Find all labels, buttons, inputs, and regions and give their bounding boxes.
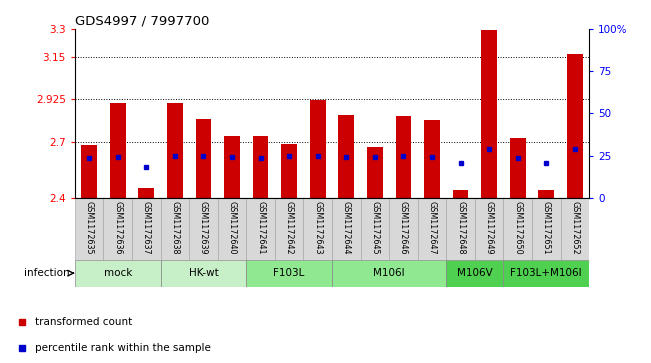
Bar (189, 198, 217, 260)
Text: GSM1172636: GSM1172636 (113, 201, 122, 254)
Text: GSM1172640: GSM1172640 (227, 201, 236, 254)
Bar (104, 198, 132, 260)
Text: mock: mock (104, 268, 132, 278)
Bar (339, 115, 354, 198)
Text: GSM1172651: GSM1172651 (542, 201, 551, 254)
Text: GSM1172645: GSM1172645 (370, 201, 380, 254)
Bar (503, 198, 532, 260)
Bar (275, 198, 303, 260)
Bar (367, 147, 383, 198)
Bar (161, 198, 189, 260)
Bar (253, 136, 268, 198)
Bar (452, 190, 469, 198)
Bar (224, 136, 240, 198)
Text: GSM1172644: GSM1172644 (342, 201, 351, 254)
Text: GSM1172643: GSM1172643 (313, 201, 322, 254)
Bar (195, 119, 212, 198)
Text: transformed count: transformed count (35, 317, 132, 327)
Bar (567, 54, 583, 198)
Bar (503, 260, 589, 287)
Text: GSM1172647: GSM1172647 (428, 201, 437, 254)
Bar (246, 260, 332, 287)
Bar (132, 198, 161, 260)
Text: GSM1172650: GSM1172650 (513, 201, 522, 254)
Bar (310, 100, 326, 198)
Text: M106V: M106V (457, 268, 493, 278)
Bar (481, 30, 497, 198)
Bar (332, 260, 447, 287)
Text: GSM1172638: GSM1172638 (171, 201, 180, 254)
Bar (561, 198, 589, 260)
Bar (75, 198, 104, 260)
Bar (161, 260, 246, 287)
Text: GSM1172639: GSM1172639 (199, 201, 208, 254)
Bar (532, 198, 561, 260)
Bar (510, 138, 525, 198)
Text: GSM1172637: GSM1172637 (142, 201, 151, 254)
Text: infection: infection (24, 268, 70, 278)
Text: F103L: F103L (273, 268, 305, 278)
Text: M106I: M106I (373, 268, 405, 278)
Bar (75, 260, 161, 287)
Text: GSM1172648: GSM1172648 (456, 201, 465, 254)
Bar (303, 198, 332, 260)
Text: GSM1172652: GSM1172652 (570, 201, 579, 255)
Text: GSM1172646: GSM1172646 (399, 201, 408, 254)
Bar (418, 198, 447, 260)
Bar (447, 198, 475, 260)
Text: GSM1172641: GSM1172641 (256, 201, 265, 254)
Text: GSM1172649: GSM1172649 (484, 201, 493, 254)
Bar (332, 198, 361, 260)
Bar (424, 120, 440, 198)
Text: GDS4997 / 7997700: GDS4997 / 7997700 (75, 15, 209, 28)
Text: percentile rank within the sample: percentile rank within the sample (35, 343, 211, 352)
Bar (361, 198, 389, 260)
Text: GSM1172635: GSM1172635 (85, 201, 94, 254)
Text: HK-wt: HK-wt (189, 268, 218, 278)
Bar (475, 198, 503, 260)
Bar (139, 188, 154, 198)
Bar (110, 103, 126, 198)
Bar (167, 103, 183, 198)
Bar (396, 116, 411, 198)
Bar (217, 198, 246, 260)
Bar (281, 144, 297, 198)
Text: F103L+M106I: F103L+M106I (510, 268, 582, 278)
Bar (246, 198, 275, 260)
Text: GSM1172642: GSM1172642 (284, 201, 294, 254)
Bar (447, 260, 503, 287)
Bar (81, 145, 97, 198)
Bar (538, 190, 554, 198)
Bar (389, 198, 418, 260)
